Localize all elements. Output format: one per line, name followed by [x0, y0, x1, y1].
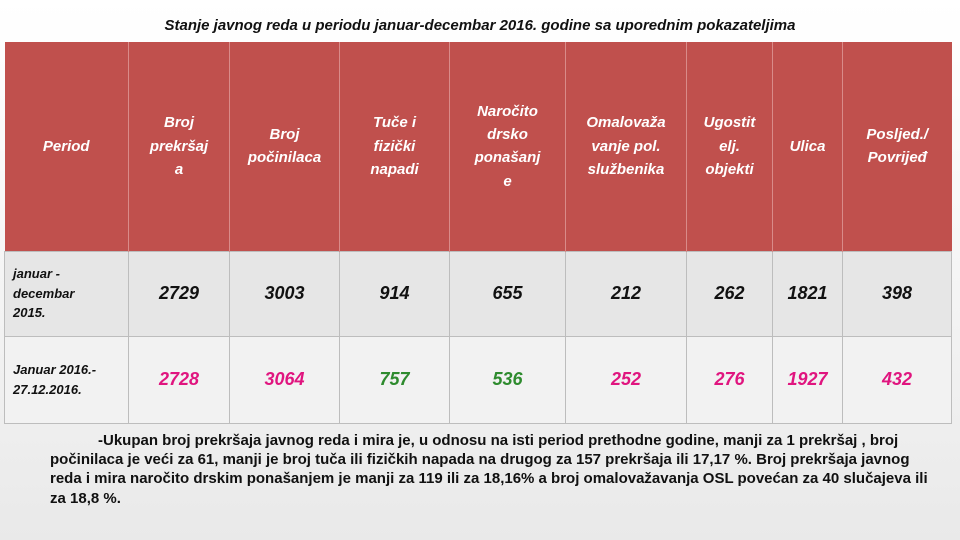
header-line: vanje pol. — [591, 137, 661, 155]
value-cell: 3064 — [229, 335, 340, 424]
header-line: Period — [42, 137, 90, 155]
value-cell: 655 — [449, 250, 566, 337]
period-cell: Januar 2016.- 27.12.2016. — [4, 335, 129, 424]
header-line: drsko — [487, 126, 528, 143]
period-line: januar - — [13, 266, 60, 282]
header-fights: Tuče i fizički napadi — [339, 42, 450, 251]
header-line: fizički — [373, 137, 416, 155]
header-line: Ugostit — [703, 114, 756, 132]
header-line: prekršaj — [149, 137, 209, 155]
period-line: 2015. — [13, 305, 46, 321]
value-cell: 536 — [449, 335, 566, 424]
value-cell: 262 — [686, 250, 773, 337]
header-officer-insult: Omalovaža vanje pol. službenika — [565, 42, 687, 251]
value-cell: 757 — [339, 335, 450, 424]
header-line: počinilaca — [247, 149, 322, 167]
header-period: Period — [4, 42, 129, 251]
header-line: službenika — [587, 160, 665, 178]
table-row: Januar 2016.- 27.12.2016. 2728 3064 757 5… — [4, 335, 952, 424]
header-line: Posljed./ — [866, 126, 929, 143]
value-cell: 276 — [686, 335, 773, 424]
value-cell: 398 — [842, 250, 952, 337]
value-cell: 914 — [339, 250, 450, 337]
header-offenses: Broj prekršaj a — [128, 42, 230, 251]
value-cell: 1821 — [772, 250, 843, 337]
header-line: Povrijeđ — [867, 149, 927, 167]
header-line: Naročito — [477, 102, 538, 120]
value-cell: 1927 — [772, 335, 843, 424]
value-cell: 2728 — [128, 335, 230, 424]
header-line: ponašanj — [474, 149, 541, 167]
header-line: a — [174, 160, 184, 178]
value-cell: 252 — [565, 335, 687, 424]
public-order-table: Period Broj prekršaj a Broj počinilaca Tuče… — [4, 42, 952, 424]
header-injuries: Posljed./ Povrijeđ — [842, 42, 952, 251]
period-cell: januar - decembar 2015. — [4, 250, 129, 337]
value-cell: 2729 — [128, 250, 230, 337]
page-title: Stanje javnog reda u periodu januar-dece… — [164, 17, 796, 34]
header-line: napadi — [370, 160, 419, 178]
header-street: Ulica — [772, 42, 843, 251]
header-line: objekti — [705, 160, 754, 178]
header-row: Period Broj prekršaj a Broj počinilaca Tuče… — [4, 42, 952, 251]
value-cell: 3003 — [229, 250, 340, 337]
header-line: Tuče i — [372, 114, 417, 132]
value-cell: 212 — [565, 250, 687, 337]
header-line: e — [503, 172, 512, 190]
header-perpetrators: Broj počinilaca — [229, 42, 340, 251]
period-line: decembar — [13, 285, 75, 301]
period-line: 27.12.2016. — [13, 381, 82, 397]
header-line: elj. — [719, 137, 740, 155]
summary-paragraph: -Ukupan broj prekršaja javnog reda i mir… — [50, 431, 930, 508]
header-line: Ulica — [789, 137, 826, 155]
period-line: Januar 2016.- — [13, 362, 97, 377]
header-line: Omalovaža — [586, 114, 666, 132]
header-line: Broj — [164, 114, 194, 132]
header-hospitality-venues: Ugostit elj. objekti — [686, 42, 773, 251]
value-cell: 432 — [842, 335, 952, 424]
header-line: Broj — [269, 126, 300, 143]
table-row: januar - decembar 2015. 2729 3003 914 655 … — [4, 250, 952, 337]
header-rude-behavior: Naročito drsko ponašanj e — [449, 42, 566, 251]
summary-text: -Ukupan broj prekršaja javnog reda i mir… — [50, 432, 928, 507]
